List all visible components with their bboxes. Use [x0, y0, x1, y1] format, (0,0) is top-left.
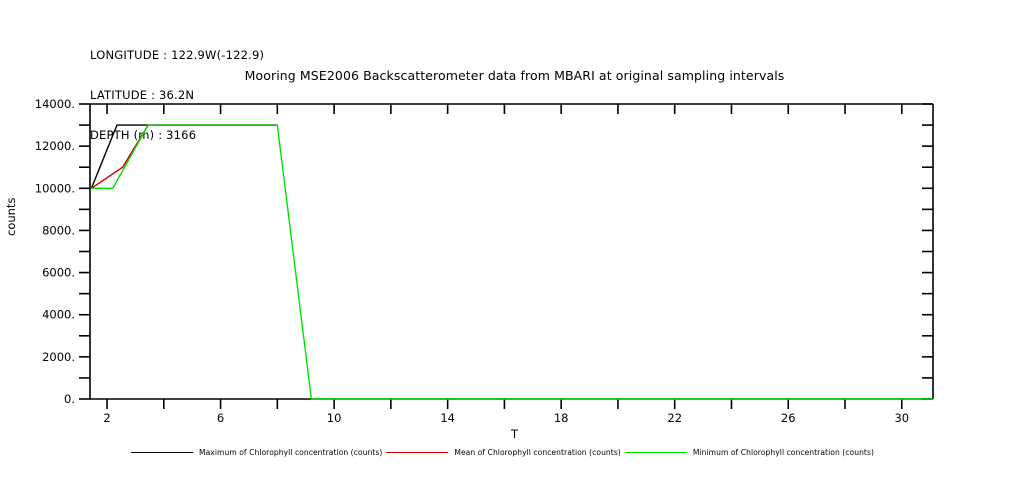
legend-label: Mean of Chlorophyll concentration (count…	[454, 448, 621, 457]
station-metadata: LONGITUDE : 122.9W(-122.9) LATITUDE : 36…	[90, 22, 264, 169]
x-tick-label: 30	[894, 411, 909, 425]
x-tick-label: 10	[327, 411, 342, 425]
series-line	[91, 124, 933, 400]
x-tick-label: 26	[781, 411, 796, 425]
chart-title: Mooring MSE2006 Backscatterometer data f…	[244, 68, 785, 83]
legend-line-swatch	[131, 452, 193, 453]
y-tick-label: 12000.	[35, 139, 75, 153]
y-tick-label: 6000.	[42, 266, 75, 280]
x-tick-label: 18	[554, 411, 569, 425]
x-tick-label: 6	[217, 411, 224, 425]
legend-item: Minimum of Chlorophyll concentration (co…	[624, 448, 878, 457]
legend-line-swatch	[624, 452, 687, 453]
x-axis-label: T	[510, 427, 519, 441]
y-tick-label: 8000.	[42, 223, 75, 237]
y-tick-label: 4000.	[42, 308, 75, 322]
legend-item: Maximum of Chlorophyll concentration (co…	[131, 448, 386, 457]
data-series-group	[90, 124, 933, 400]
y-tick-label: 14000.	[35, 97, 75, 111]
axes-frame	[89, 103, 934, 400]
legend-label: Minimum of Chlorophyll concentration (co…	[692, 448, 874, 457]
depth-text: DEPTH (m) : 3166	[90, 128, 197, 143]
y-tick-group: 0. 2000. 4000. 6000. 8000. 10000. 12000. 14000.	[35, 97, 933, 406]
longitude-text: LONGITUDE : 122.9W(-122.9)	[90, 47, 265, 62]
latitude-text: LATITUDE : 36.2N	[90, 88, 195, 103]
chart-legend: Maximum of Chlorophyll concentration (co…	[0, 448, 1009, 457]
x-tick-label: 22	[667, 411, 682, 425]
legend-label: Maximum of Chlorophyll concentration (co…	[199, 448, 383, 457]
y-tick-label: 0.	[64, 392, 75, 406]
y-tick-label: 10000.	[35, 181, 75, 195]
legend-item: Mean of Chlorophyll concentration (count…	[386, 448, 624, 457]
x-tick-group: 2 6 10 14 18 22 26 30	[103, 104, 909, 425]
x-tick-label: 2	[103, 411, 110, 425]
series-line	[90, 124, 278, 189]
x-tick-label: 14	[440, 411, 455, 425]
y-tick-label: 2000.	[42, 350, 75, 364]
legend-line-swatch	[386, 452, 449, 453]
series-line	[91, 124, 278, 189]
